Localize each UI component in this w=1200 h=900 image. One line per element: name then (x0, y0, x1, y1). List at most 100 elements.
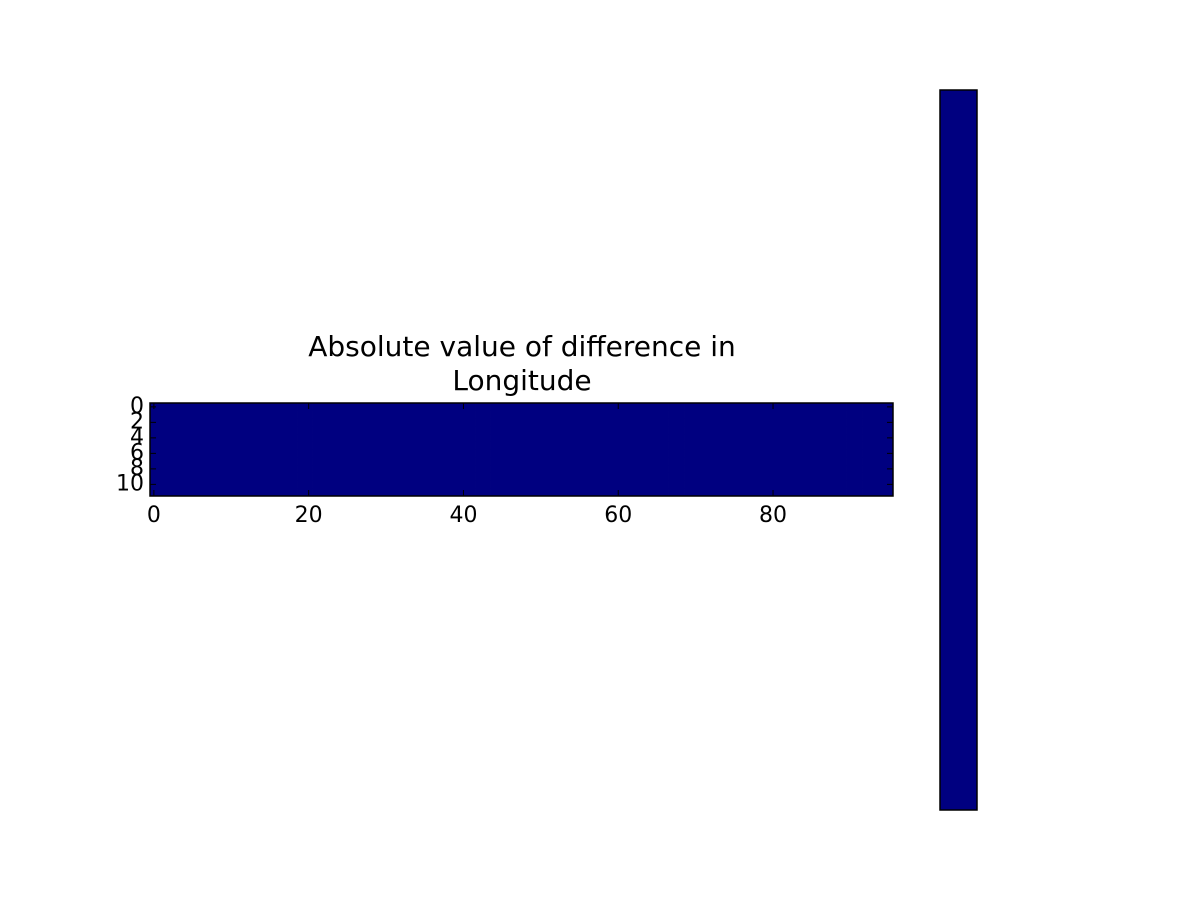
heatmap-cell (684, 418, 693, 427)
heatmap-cell (258, 418, 267, 427)
heatmap-cell (227, 426, 236, 435)
heatmap-cell (258, 472, 267, 481)
heatmap-cell (436, 426, 445, 435)
heatmap-cell (358, 449, 368, 458)
heatmap-cell (862, 480, 871, 489)
heatmap-cell (730, 434, 739, 443)
heatmap-cell (227, 403, 236, 412)
heatmap-cell (885, 441, 894, 450)
heatmap-cell (482, 457, 491, 466)
heatmap-cell (792, 418, 801, 427)
heatmap-cell (389, 418, 399, 427)
heatmap-cell (831, 418, 840, 427)
heatmap-cell (490, 403, 499, 412)
heatmap-cell (413, 426, 422, 435)
heatmap-cell (691, 449, 700, 458)
heatmap-cell (304, 449, 313, 458)
heatmap-cell (343, 418, 352, 427)
heatmap-cell (397, 410, 406, 419)
heatmap-cell (157, 403, 166, 412)
heatmap-cell (382, 403, 391, 412)
heatmap-cell (707, 449, 716, 458)
heatmap-cell (227, 418, 236, 427)
heatmap-cell (467, 426, 476, 435)
heatmap-cell (622, 441, 631, 450)
heatmap-cell (204, 449, 213, 458)
heatmap-cell (428, 410, 437, 419)
heatmap-cell (776, 488, 786, 497)
heatmap-cell (490, 480, 499, 489)
heatmap-cell (475, 410, 484, 419)
heatmap-cell (761, 418, 770, 427)
heatmap-cell (204, 457, 213, 466)
heatmap-cell (428, 434, 437, 443)
heatmap-cell (567, 410, 577, 419)
heatmap-cell (242, 457, 252, 466)
heatmap-cell (328, 449, 337, 458)
heatmap-cell (281, 403, 290, 412)
heatmap-cell (614, 449, 623, 458)
heatmap-cell (738, 457, 747, 466)
heatmap-cell (575, 418, 584, 427)
heatmap-cell (707, 465, 716, 474)
heatmap-cell (714, 403, 724, 412)
heatmap-cell (544, 457, 553, 466)
heatmap-cell (188, 449, 197, 458)
heatmap-cell (606, 472, 615, 481)
heatmap-cell (498, 457, 507, 466)
heatmap-cell (761, 434, 770, 443)
heatmap-cell (351, 472, 360, 481)
heatmap-cell (831, 488, 840, 497)
heatmap-cell (320, 480, 329, 489)
heatmap-cell (877, 488, 886, 497)
heatmap-cell (490, 465, 499, 474)
heatmap-cell (157, 488, 166, 497)
heatmap-cell (684, 410, 693, 419)
heatmap-cell (753, 472, 762, 481)
heatmap-cell (776, 426, 786, 435)
heatmap-cell (629, 480, 638, 489)
heatmap-cell (490, 472, 499, 481)
heatmap-cell (885, 457, 894, 466)
heatmap-cell (722, 465, 731, 474)
heatmap-cell (676, 488, 685, 497)
x-tick-label: 40 (449, 503, 477, 528)
heatmap-cell (219, 449, 228, 458)
heatmap-cell (173, 418, 182, 427)
heatmap-cell (815, 403, 824, 412)
y-tick-label: 2 (130, 409, 144, 434)
heatmap-cell (475, 480, 484, 489)
heatmap-cell (521, 418, 530, 427)
heatmap-cell (606, 488, 615, 497)
heatmap-cell (157, 480, 166, 489)
heatmap-cell (204, 472, 213, 481)
heatmap-cell (583, 418, 592, 427)
heatmap-cell (521, 434, 530, 443)
heatmap-cell (180, 410, 190, 419)
heatmap-cell (436, 449, 445, 458)
heatmap-cell (722, 418, 731, 427)
heatmap-cell (544, 465, 553, 474)
heatmap-cell (258, 426, 267, 435)
heatmap-cell (854, 472, 863, 481)
heatmap-cell (320, 426, 329, 435)
heatmap-cell (335, 403, 344, 412)
heatmap-cell (583, 410, 592, 419)
heatmap-cell (684, 441, 693, 450)
heatmap-cell (598, 418, 608, 427)
heatmap-cell (498, 488, 507, 497)
heatmap-cell (335, 426, 344, 435)
heatmap-cell (389, 457, 399, 466)
heatmap-cell (475, 449, 484, 458)
heatmap-cell (668, 488, 677, 497)
heatmap-cell (575, 434, 584, 443)
heatmap-cell (235, 441, 244, 450)
heatmap-cell (831, 480, 840, 489)
heatmap-cell (266, 480, 275, 489)
heatmap-cell (165, 434, 174, 443)
heatmap-cell (204, 418, 213, 427)
heatmap-cell (823, 488, 832, 497)
heatmap-cell (258, 441, 267, 450)
heatmap-cell (614, 426, 623, 435)
heatmap-cell (745, 457, 755, 466)
